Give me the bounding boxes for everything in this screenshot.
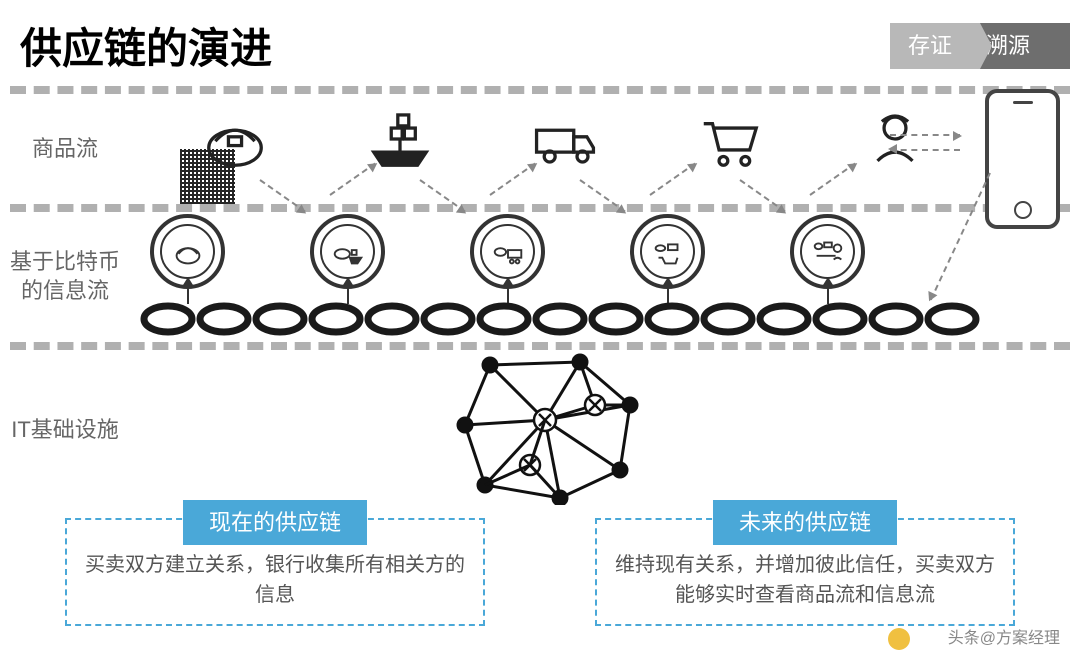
truck-icon — [530, 104, 600, 174]
page-title: 供应链的演进 — [20, 15, 272, 76]
watermark-text: 头条@方案经理 — [948, 624, 1060, 648]
divider-2 — [10, 204, 1070, 212]
row-product-flow: 商品流 — [0, 94, 1080, 204]
crumb-evidence: 存证 — [890, 23, 980, 69]
flow-icons — [200, 104, 930, 174]
box-right-body: 维持现有关系，并增加彼此信任，买卖双方能够实时查看商品流和信息流 — [613, 550, 997, 610]
box-left-body: 买卖双方建立关系，银行收集所有相关方的信息 — [83, 550, 467, 610]
row2-label: 基于比特币的信息流 — [10, 248, 120, 305]
box-right-title: 未来的供应链 — [713, 500, 897, 545]
breadcrumb: 存证 溯源 — [902, 23, 1070, 69]
row-it-infra: IT基础设施 — [0, 350, 1080, 510]
box-future-supplychain: 未来的供应链 维持现有关系，并增加彼此信任，买卖双方能够实时查看商品流和信息流 — [595, 518, 1015, 626]
header: 供应链的演进 存证 溯源 — [0, 0, 1080, 86]
phone-arrow-out — [890, 134, 960, 136]
comparison-boxes: 现在的供应链 买卖双方建立关系，银行收集所有相关方的信息 未来的供应链 维持现有… — [0, 510, 1080, 626]
phone-arrow-in — [890, 149, 960, 151]
watermark-avatar-icon — [888, 628, 910, 650]
phone-icon — [985, 89, 1060, 229]
row1-label: 商品流 — [10, 135, 120, 164]
box-current-supplychain: 现在的供应链 买卖双方建立关系，银行收集所有相关方的信息 — [65, 518, 485, 626]
person-icon — [860, 104, 930, 174]
divider-1 — [10, 86, 1070, 94]
row3-label: IT基础设施 — [10, 416, 120, 445]
bag-icon — [200, 104, 270, 174]
row-info-flow: 基于比特币的信息流 — [0, 212, 1080, 342]
box-left-title: 现在的供应链 — [183, 500, 367, 545]
network-graph-icon — [440, 350, 660, 505]
blockchain-chain-icon — [140, 300, 990, 338]
cart-icon — [695, 104, 765, 174]
divider-3 — [10, 342, 1070, 350]
